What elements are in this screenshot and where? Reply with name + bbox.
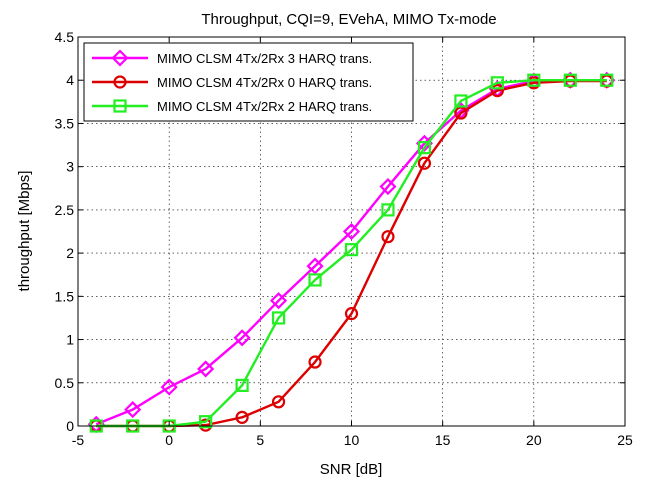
data-point — [199, 415, 213, 429]
data-point — [344, 307, 359, 321]
series-line — [95, 79, 607, 426]
grid — [78, 37, 625, 426]
data-point — [235, 410, 249, 424]
data-point — [381, 203, 395, 217]
x-tick-label: 20 — [526, 432, 542, 448]
data-point — [270, 292, 288, 310]
data-point — [490, 76, 504, 90]
y-tick-label: 3 — [66, 159, 74, 175]
y-tick-label: 3.5 — [55, 115, 75, 131]
y-tick-label: 4 — [66, 72, 74, 88]
data-point — [235, 378, 249, 392]
data-point — [306, 257, 324, 275]
series-line — [96, 79, 607, 428]
data-point — [490, 83, 504, 98]
data-point — [271, 311, 286, 325]
legend-entry: MIMO CLSM 4Tx/2Rx 3 HARQ trans. — [92, 49, 372, 67]
data-point — [454, 94, 468, 108]
data-point — [271, 395, 286, 409]
legend-label: MIMO CLSM 4Tx/2Rx 0 HARQ trans. — [157, 75, 372, 90]
data-point — [308, 273, 322, 287]
y-tick-label: 2 — [66, 245, 74, 261]
chart-title: Throughput, CQI=9, EVehA, MIMO Tx-mode — [201, 11, 496, 28]
data-point — [342, 222, 361, 241]
data-point — [124, 401, 142, 419]
legend: MIMO CLSM 4Tx/2Rx 3 HARQ trans. MIMO CLSM… — [83, 42, 414, 122]
y-tick-label: 1.5 — [55, 288, 75, 304]
y-tick-label: 0 — [66, 418, 74, 434]
data-point — [160, 378, 178, 396]
y-tick-label: 1 — [66, 332, 74, 348]
legend-label: MIMO CLSM 4Tx/2Rx 3 HARQ trans. — [157, 51, 372, 66]
data-point — [344, 243, 359, 257]
x-tick-label: 5 — [256, 432, 264, 448]
x-tick-label: 15 — [435, 432, 451, 448]
legend-marker — [113, 75, 127, 89]
series-square — [89, 73, 614, 433]
x-tick-label: 0 — [165, 432, 173, 448]
y-axis-title: throughput [Mbps] — [16, 171, 33, 292]
data-point — [417, 156, 432, 170]
data-point — [379, 177, 397, 196]
data-point — [197, 360, 215, 378]
x-tick-label: -5 — [72, 432, 85, 448]
legend-label: MIMO CLSM 4Tx/2Rx 2 HARQ trans. — [157, 99, 372, 114]
data-point — [417, 141, 432, 155]
x-tick-label: 10 — [344, 432, 360, 448]
legend-marker — [113, 99, 127, 113]
x-axis-title: SNR [dB] — [320, 461, 383, 478]
data-point — [233, 329, 251, 347]
y-tick-label: 4.5 — [55, 29, 75, 45]
data-point — [454, 106, 468, 120]
y-tick-label: 2.5 — [55, 202, 75, 218]
data-point — [600, 73, 614, 87]
legend-entry: MIMO CLSM 4Tx/2Rx 2 HARQ trans. — [92, 99, 372, 114]
data-point — [527, 73, 541, 87]
data-point — [563, 73, 577, 87]
x-tick-label: 25 — [617, 432, 633, 448]
data-point — [381, 230, 395, 244]
legend-marker — [111, 49, 129, 67]
data-point — [308, 355, 322, 369]
legend-entry: MIMO CLSM 4Tx/2Rx 0 HARQ trans. — [92, 75, 372, 90]
y-tick-label: 0.5 — [55, 375, 75, 391]
